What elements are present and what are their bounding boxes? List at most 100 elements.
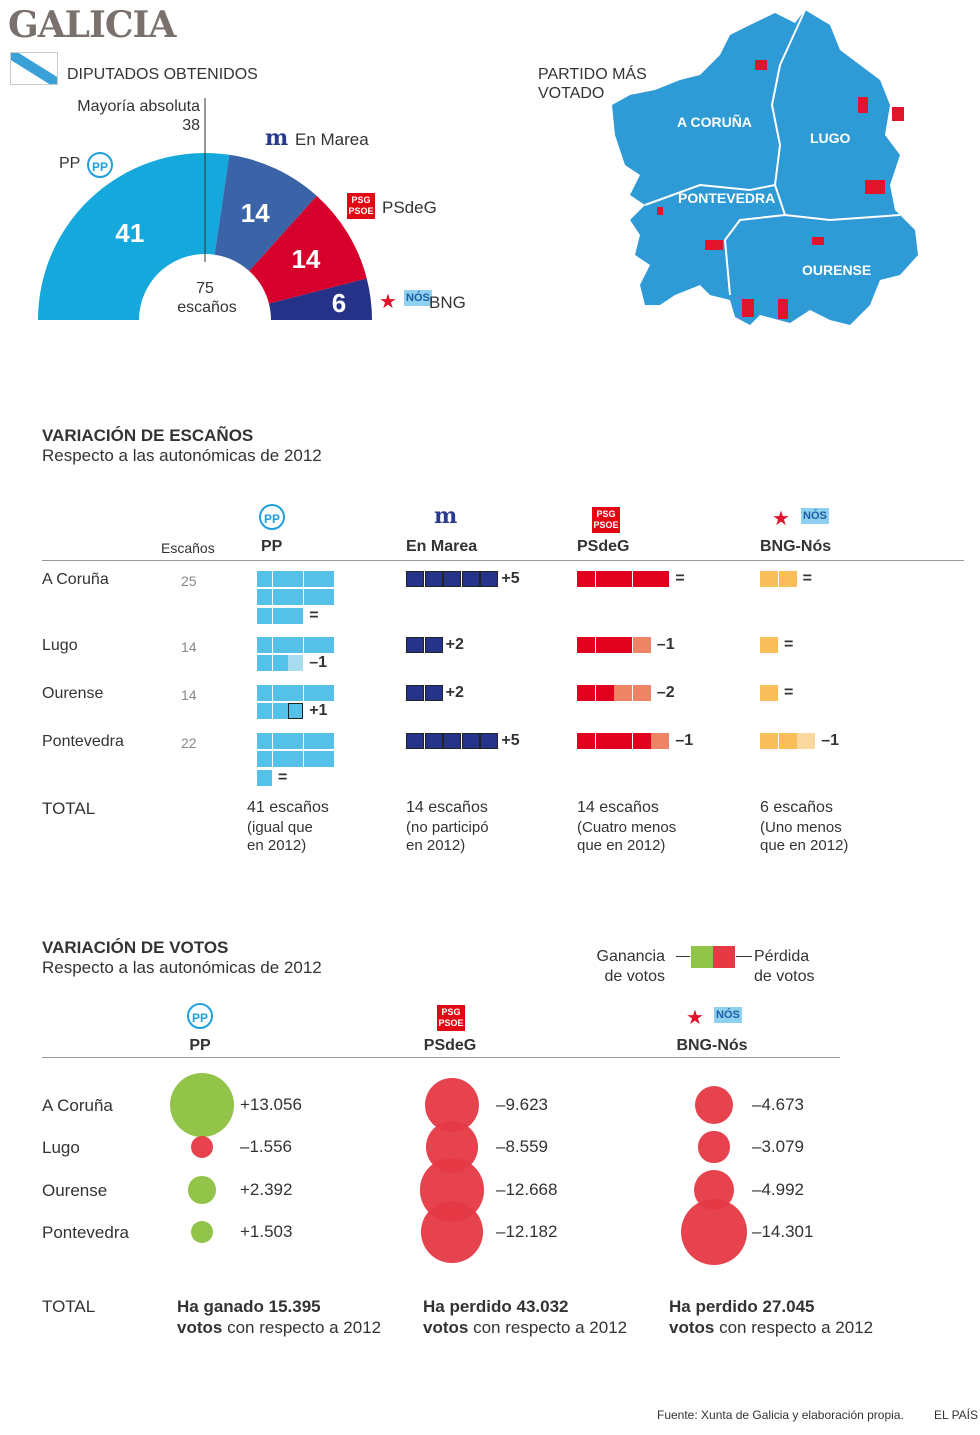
seat-cell xyxy=(303,733,319,749)
seat-cell xyxy=(651,571,670,587)
legend-loss-2: de votos xyxy=(754,968,815,985)
votes-col-bng: BNG-Nós xyxy=(676,1037,748,1054)
seat-cell xyxy=(632,733,651,749)
seat-cell xyxy=(272,637,288,653)
vote-bubble xyxy=(698,1131,730,1163)
hemicycle-seat-label: 6 xyxy=(332,288,346,318)
vote-total-detail: votos con respecto a 2012 xyxy=(177,1319,381,1337)
seat-cell xyxy=(406,637,424,653)
map-label-lugo: LUGO xyxy=(810,130,851,146)
vote-total-detail: votos con respecto a 2012 xyxy=(423,1319,627,1337)
seat-change-label: = xyxy=(278,768,288,786)
psoe-logo-icon: PSG PSOE xyxy=(437,1005,465,1031)
seat-cell xyxy=(406,571,424,587)
seat-cell xyxy=(257,637,272,653)
hemicycle-seat-label: 14 xyxy=(291,244,320,274)
vote-total-headline: Ha perdido 43.032 xyxy=(423,1297,569,1316)
seat-cell xyxy=(319,637,335,653)
seat-cell xyxy=(288,703,304,720)
vote-region-label: Ourense xyxy=(42,1181,108,1200)
vote-change-label: –1.556 xyxy=(240,1137,292,1156)
region-seats: 14 xyxy=(181,639,197,655)
votes-section-subtitle: Respecto a las autonómicas de 2012 xyxy=(42,958,322,977)
seat-cell xyxy=(577,685,595,701)
region-label: Lugo xyxy=(42,637,78,654)
divider xyxy=(42,1057,840,1058)
region-seats: 22 xyxy=(181,735,197,751)
seat-cell xyxy=(406,733,424,749)
seat-cell xyxy=(651,733,670,749)
section-title-diputados: DIPUTADOS OBTENIDOS xyxy=(67,66,258,83)
legend-gain-2: de votos xyxy=(604,968,665,985)
seats-section-subtitle: Respecto a las autonómicas de 2012 xyxy=(42,446,322,465)
seat-change-label: +2 xyxy=(445,684,464,701)
seat-cell xyxy=(288,655,304,672)
seat-total-line: (no participó xyxy=(406,819,489,836)
seat-cell xyxy=(303,685,319,701)
seat-cell xyxy=(614,637,633,653)
seat-total-line: 6 escaños xyxy=(760,799,833,816)
nos-logo-icon: NÓS xyxy=(404,290,432,306)
hemicycle-segment-1 xyxy=(214,154,317,271)
map-label-pontevedra: PONTEVEDRA xyxy=(678,190,775,206)
seat-cell xyxy=(288,589,304,606)
total-seats: 75 xyxy=(196,280,214,297)
brand-label: EL PAÍS xyxy=(934,1408,979,1422)
seat-cell xyxy=(288,733,304,749)
seat-cell xyxy=(577,637,595,653)
seat-cell xyxy=(614,685,633,701)
seat-cell xyxy=(303,589,319,606)
seat-cell xyxy=(257,769,272,786)
legend-psdeg: PSdeG xyxy=(382,198,437,217)
total-seats-unit: escaños xyxy=(177,299,237,316)
seat-cell xyxy=(319,751,335,768)
legend-bng: BNG xyxy=(429,293,466,312)
votes-col-pp: PP xyxy=(189,1037,211,1054)
seat-cell xyxy=(797,733,816,749)
vote-bubble xyxy=(188,1176,216,1204)
map-title-1: PARTIDO MÁS xyxy=(538,66,647,83)
bng-logo-icon: ★ xyxy=(379,291,397,313)
seat-cell xyxy=(257,607,272,624)
psoe-logo-text-2: PSOE xyxy=(348,206,374,216)
region-label: Pontevedra xyxy=(42,733,124,750)
seat-cell xyxy=(319,733,335,749)
nos-logo-icon: NÓS xyxy=(714,1007,742,1023)
seat-cell xyxy=(288,751,304,768)
seat-change-label: +2 xyxy=(445,636,464,653)
psoe-logo-text-1: PSG xyxy=(596,509,616,519)
seat-cell xyxy=(424,571,443,587)
seat-cell xyxy=(480,733,499,749)
seat-cell xyxy=(272,655,288,672)
seat-change-label: = xyxy=(802,570,812,587)
seat-cell xyxy=(760,637,778,653)
psoe-logo-text-2: PSOE xyxy=(438,1018,464,1028)
source-note: Fuente: Xunta de Galicia y elaboración p… xyxy=(657,1408,904,1422)
seat-cell xyxy=(288,607,304,624)
map-province-borders xyxy=(644,9,901,296)
seat-total-line: 14 escaños xyxy=(577,799,659,816)
divider xyxy=(42,560,964,561)
bng-logo-icon: ★ xyxy=(772,508,790,530)
psoe-logo-icon: PSG PSOE xyxy=(347,193,375,219)
seat-cell xyxy=(303,637,319,653)
seat-cell xyxy=(319,571,335,587)
legend-en-marea: En Marea xyxy=(295,130,369,149)
seat-total-line: en 2012) xyxy=(247,837,307,854)
vote-change-label: –4.992 xyxy=(752,1180,804,1199)
seat-cell xyxy=(257,685,272,701)
hemicycle-segment-2 xyxy=(249,195,367,304)
seat-cell xyxy=(424,733,443,749)
legend-line xyxy=(736,956,752,957)
psoe-logo-text-1: PSG xyxy=(351,195,371,205)
region-seats: 14 xyxy=(181,687,197,703)
map-label-ourense: OURENSE xyxy=(802,262,871,278)
seat-cell xyxy=(632,685,651,701)
seat-total-line: que en 2012) xyxy=(577,837,666,854)
seat-cell xyxy=(424,685,443,701)
seat-total-line: (igual que xyxy=(247,819,313,836)
legend-line xyxy=(676,956,690,957)
hemicycle-segment-0 xyxy=(38,153,230,320)
vote-total-word: votos xyxy=(177,1318,223,1337)
